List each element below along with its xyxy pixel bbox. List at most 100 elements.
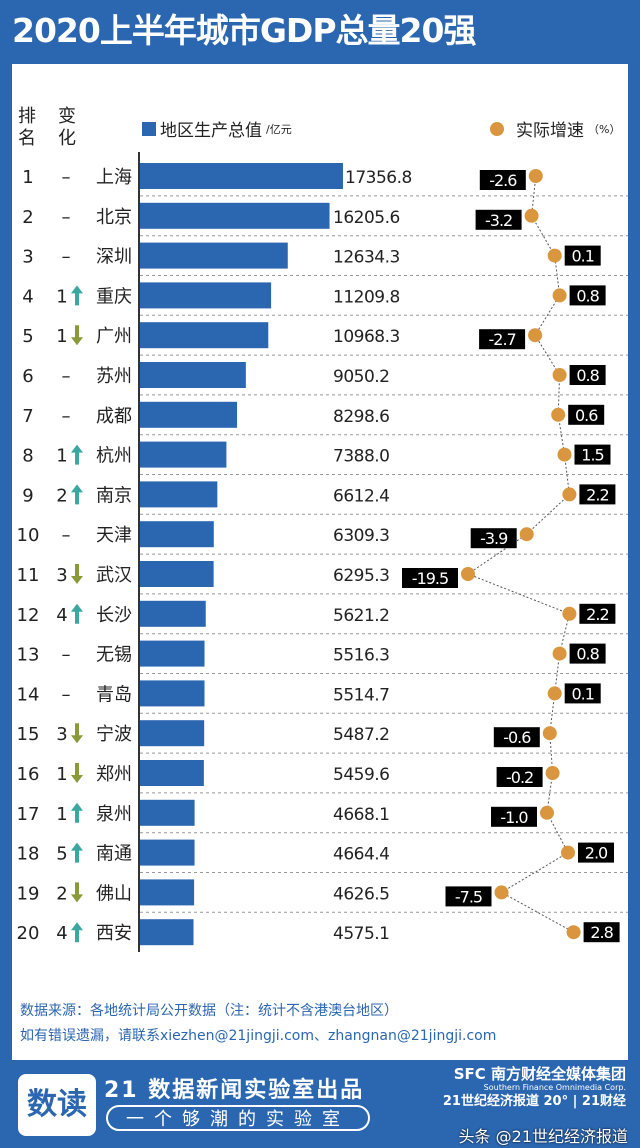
city-label: 广州 xyxy=(96,326,132,347)
no-change-dash: – xyxy=(62,406,71,427)
growth-dot xyxy=(540,805,554,820)
growth-label-bg xyxy=(491,806,537,827)
brand-names: 21世纪经济报道 20° | 21财经 xyxy=(442,1094,626,1110)
change-number: 2 xyxy=(56,485,67,506)
arrow-up-icon xyxy=(71,285,83,306)
city-label: 南京 xyxy=(96,485,132,506)
growth-label: 1.5 xyxy=(581,446,603,465)
arrow-up-icon xyxy=(71,484,83,505)
growth-label-bg xyxy=(445,886,492,907)
growth-dot xyxy=(494,885,509,900)
growth-label-bg xyxy=(564,683,601,704)
growth-label: -0.2 xyxy=(506,768,533,787)
arrow-down-icon xyxy=(71,882,83,903)
gdp-value: 5459.6 xyxy=(333,765,389,785)
growth-dot xyxy=(557,447,572,462)
gdp-bar xyxy=(140,202,330,229)
gdp-bar xyxy=(140,441,227,468)
growth-dot xyxy=(562,487,577,502)
growth-label: -7.5 xyxy=(455,887,482,906)
gdp-bar xyxy=(140,760,204,786)
gdp-bar xyxy=(140,521,214,548)
gdp-value: 5514.7 xyxy=(333,685,389,705)
growth-label-bg xyxy=(402,568,458,588)
growth-label-bg xyxy=(583,922,620,943)
growth-dot xyxy=(547,248,562,263)
gdp-value: 5621.2 xyxy=(333,606,389,626)
source-note: 数据来源：各地统计局公开数据（注：统计不含港澳台地区） xyxy=(20,1003,398,1019)
growth-label: -3.9 xyxy=(480,529,508,548)
growth-dot xyxy=(561,845,575,860)
growth-dot xyxy=(461,567,475,581)
growth-dot xyxy=(528,169,543,183)
growth-label-bg xyxy=(479,170,526,190)
rank-label: 11 xyxy=(17,565,40,586)
gdp-bar xyxy=(140,282,272,309)
lab-credit: 21 数据新闻实验室出品 xyxy=(104,1078,365,1103)
no-change-dash: – xyxy=(62,525,71,546)
rank-label: 18 xyxy=(17,844,40,865)
no-change-dash: – xyxy=(62,247,71,268)
chart-svg: 1– 上海 17356.82– 北京 16205.63– 深圳 12634.34 1 重庆 112… xyxy=(17,152,628,952)
legend-label: 地区生产总值 xyxy=(160,121,262,141)
legend-dot-swatch xyxy=(490,121,504,136)
rank-label: 12 xyxy=(17,605,40,626)
growth-label-bg xyxy=(569,643,606,664)
rank-label: 7 xyxy=(22,406,33,427)
change-number: 1 xyxy=(56,764,67,785)
no-change-dash: – xyxy=(62,167,71,188)
legend-bar-swatch xyxy=(142,121,156,136)
arrow-up-icon xyxy=(71,444,83,465)
gdp-bar xyxy=(140,600,206,627)
growth-label: -3.2 xyxy=(485,211,512,230)
city-label: 西安 xyxy=(96,923,132,944)
change-header: 变 化 xyxy=(58,106,76,149)
city-label: 武汉 xyxy=(96,565,132,586)
city-label: 泉州 xyxy=(96,804,132,825)
legend-gdp: 地区生产总值/亿元 xyxy=(142,116,292,141)
growth-dot xyxy=(566,925,581,940)
change-number: 1 xyxy=(56,446,67,467)
gdp-value: 6612.4 xyxy=(333,486,389,506)
shudu-logo: 数读 xyxy=(18,1074,96,1136)
group-name-en: Southern Finance Omnimedia Corp. xyxy=(483,1083,626,1093)
arrow-down-icon xyxy=(71,564,83,584)
no-change-dash: – xyxy=(62,366,71,387)
growth-label: -2.6 xyxy=(489,171,517,190)
gdp-value: 4664.4 xyxy=(333,845,389,865)
page-title: 2020上半年城市GDP总量20强 xyxy=(12,11,476,50)
no-change-dash: – xyxy=(62,645,71,666)
gdp-value: 12634.3 xyxy=(333,248,400,268)
change-number: 4 xyxy=(56,923,67,944)
growth-dot xyxy=(552,288,567,303)
change-number: 4 xyxy=(56,605,67,626)
city-label: 郑州 xyxy=(96,764,132,785)
gdp-value: 5516.3 xyxy=(333,646,389,666)
gdp-value: 9050.2 xyxy=(333,367,389,387)
growth-label-bg xyxy=(579,484,616,505)
growth-label-bg xyxy=(579,603,616,624)
growth-label-bg xyxy=(569,285,606,306)
growth-dot xyxy=(547,686,562,701)
city-label: 长沙 xyxy=(96,605,132,626)
city-label: 成都 xyxy=(96,406,132,427)
rank-label: 6 xyxy=(22,366,33,387)
gdp-bar xyxy=(140,322,269,349)
gdp-bar xyxy=(140,561,214,587)
city-label: 杭州 xyxy=(96,446,132,467)
growth-label: -0.6 xyxy=(503,728,531,747)
growth-label: 2.0 xyxy=(585,844,608,863)
rank-label: 17 xyxy=(17,804,40,825)
city-label: 深圳 xyxy=(96,247,132,268)
city-label: 重庆 xyxy=(96,286,132,307)
no-change-dash: – xyxy=(62,684,71,705)
city-label: 上海 xyxy=(96,167,132,188)
gdp-value: 7388.0 xyxy=(333,447,389,467)
growth-label-bg xyxy=(574,444,611,465)
gdp-bar xyxy=(140,799,195,826)
gdp-value: 4668.1 xyxy=(333,805,389,825)
city-label: 佛山 xyxy=(96,883,132,904)
rank-label: 16 xyxy=(17,764,40,785)
arrow-up-icon xyxy=(71,802,83,823)
gdp-bar xyxy=(140,163,343,189)
